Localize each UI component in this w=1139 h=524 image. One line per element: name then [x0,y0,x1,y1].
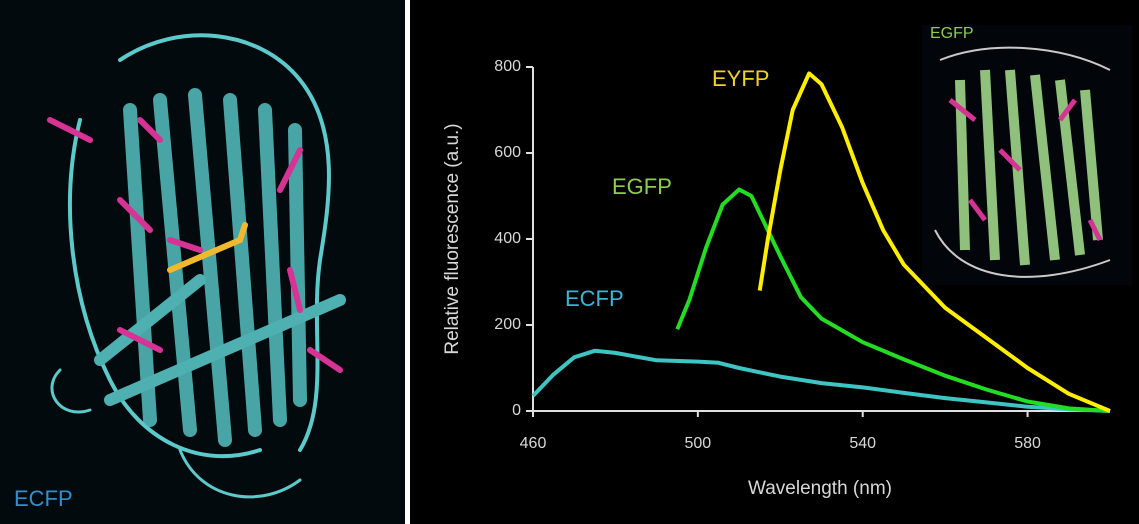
series-label: EGFP [612,174,672,199]
series-label: EYFP [712,66,769,91]
x-tick-label: 540 [849,435,876,452]
x-axis-label: Wavelength (nm) [748,478,892,499]
figure: ECFP EGFP Wavelength (nm) Relative fluor… [0,0,1139,524]
egfp-inset [922,25,1132,285]
y-tick-label: 200 [494,316,521,333]
x-tick-label: 500 [685,435,712,452]
y-tick-label: 800 [494,58,521,75]
inset-image-label: EGFP [930,25,974,42]
y-tick-label: 600 [494,144,521,161]
left-image-label: ECFP [14,486,73,511]
series-label: ECFP [565,286,624,311]
y-tick-label: 0 [512,402,521,419]
x-tick-label: 460 [520,435,547,452]
x-tick-label: 580 [1014,435,1041,452]
y-tick-label: 400 [494,230,521,247]
y-axis-label: Relative fluorescence (a.u.) [442,123,463,354]
